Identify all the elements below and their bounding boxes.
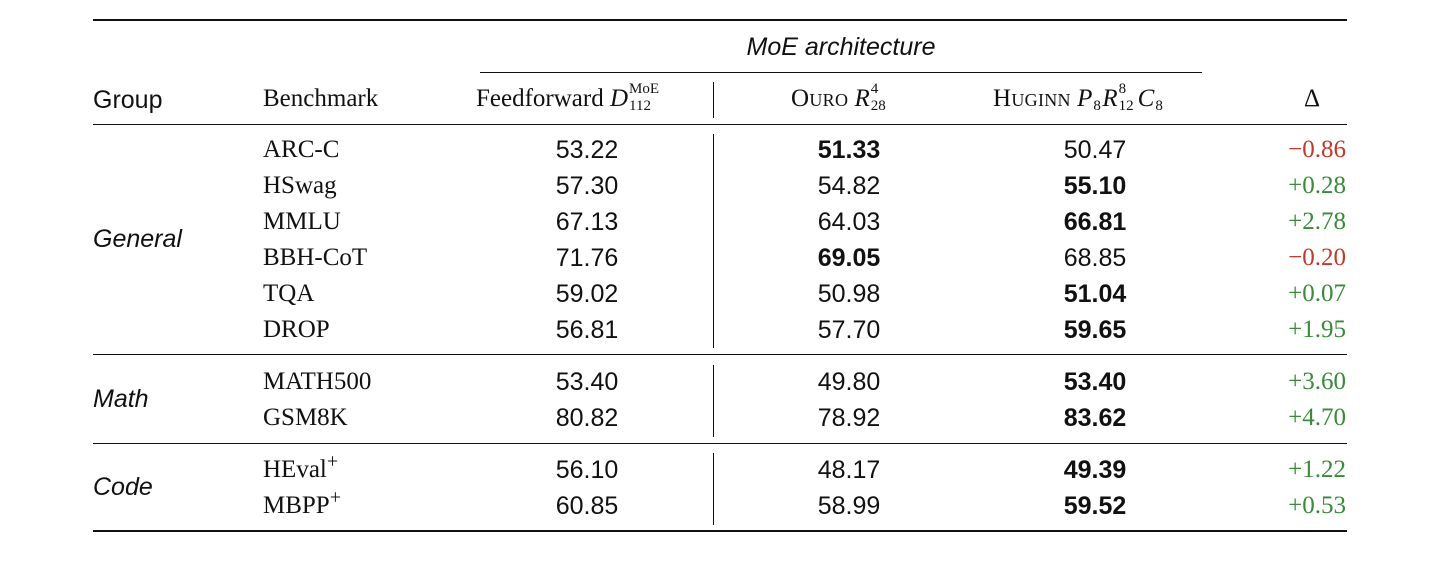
feedforward-sub: 112 [629,98,651,115]
delta-value: +4.70 [1288,404,1346,431]
ouro-symbol: R [854,85,870,112]
benchmark-name: MMLU [263,208,341,235]
feedforward-value: 53.40 [555,368,619,396]
benchmark-name: MATH500 [263,368,372,395]
huginn-r-sub: 12 [1118,98,1134,115]
benchmark-name: GSM8K [263,404,348,431]
delta-value: +0.28 [1288,172,1346,199]
delta-value: +3.60 [1288,368,1346,395]
delta-value: +0.53 [1288,492,1346,519]
code-vertical-separator [713,453,715,525]
benchmark-name: MBPP [263,492,330,519]
benchmark-name: ARC-C [263,136,340,163]
ouro-sup: 4 [870,81,879,98]
huginn-value: 66.81 [1063,208,1127,236]
delta-value: +1.95 [1288,316,1346,343]
huginn-r-symbol: R [1102,85,1118,112]
benchmark-cell: MMLU [263,207,341,237]
feedforward-value: 56.81 [555,316,619,344]
huginn-value: 50.47 [1063,136,1127,164]
benchmark-name: BBH-CoT [263,244,368,271]
benchmark-sup: + [326,450,339,473]
math-vertical-separator [713,365,715,437]
huginn-value: 55.10 [1063,172,1127,200]
benchmark-cell: HEval+ [263,452,338,485]
ouro-value: 57.70 [817,316,881,344]
delta-value: +1.22 [1288,456,1346,483]
section-rule-math-code [93,443,1347,445]
delta-value: −0.86 [1288,136,1346,163]
benchmark-name: HEval [263,456,327,483]
feedforward-value: 53.22 [555,136,619,164]
header-vertical-separator [713,82,715,118]
group-header: Group [93,86,163,114]
huginn-p-symbol: P [1077,85,1093,112]
feedforward-value: 56.10 [555,456,619,484]
benchmark-header: Benchmark [263,85,379,112]
benchmark-cell: BBH-CoT [263,243,367,273]
benchmark-cell: MATH500 [263,367,371,397]
ouro-value: 48.17 [817,456,881,484]
feedforward-header: Feedforward D MoE 112 [476,81,674,115]
huginn-value: 59.65 [1063,316,1127,344]
huginn-value: 59.52 [1063,492,1127,520]
huginn-c-sub: 8 [1155,98,1163,115]
feedforward-value: 71.76 [555,244,619,272]
group-label-general: General [93,225,182,253]
feedforward-sup: MoE [629,81,660,98]
delta-header: Δ [1303,85,1321,112]
feedforward-name: Feedforward [476,85,604,112]
ouro-value: 49.80 [817,368,881,396]
benchmark-cell: DROP [263,315,330,345]
ouro-header: Ouro R 4 28 [791,81,892,115]
section-rule-general-math [93,354,1347,356]
ouro-name: Ouro [791,85,849,112]
benchmark-sup: + [329,486,341,509]
feedforward-value: 60.85 [555,492,619,520]
ouro-value: 78.92 [817,404,881,432]
ouro-sub: 28 [870,98,886,115]
feedforward-value: 67.13 [555,208,619,236]
huginn-value: 51.04 [1063,280,1127,308]
ouro-value: 58.99 [817,492,881,520]
huginn-r-sup: 8 [1118,81,1127,98]
benchmark-cell: GSM8K [263,403,348,433]
huginn-p-sub: 8 [1093,98,1101,115]
delta-value: +0.07 [1288,280,1346,307]
benchmark-cell: TQA [263,279,314,309]
spanner-rule [480,72,1202,74]
huginn-value: 68.85 [1063,244,1127,272]
benchmark-cell: MBPP+ [263,488,341,521]
general-vertical-separator [713,134,715,348]
benchmark-cell: ARC-C [263,135,339,165]
bottom-rule [93,530,1347,533]
huginn-value: 83.62 [1063,404,1127,432]
header-rule [93,124,1347,126]
group-label-code: Code [93,473,153,501]
ouro-value: 50.98 [817,280,881,308]
feedforward-value: 57.30 [555,172,619,200]
group-label-math: Math [93,385,149,413]
delta-value: +2.78 [1288,208,1346,235]
delta-value: −0.20 [1288,244,1346,271]
huginn-c-symbol: C [1137,85,1155,112]
feedforward-value: 80.82 [555,404,619,432]
spanner-header: MoE architecture [746,33,936,61]
ouro-value: 54.82 [817,172,881,200]
huginn-name: Huginn [993,85,1071,112]
ouro-value: 51.33 [817,136,881,164]
benchmark-cell: HSwag [263,171,337,201]
ouro-value: 69.05 [817,244,881,272]
benchmark-name: DROP [263,316,330,343]
feedforward-value: 59.02 [555,280,619,308]
huginn-header: Huginn P 8 R 8 12 C 8 [993,81,1164,115]
huginn-value: 53.40 [1063,368,1127,396]
huginn-value: 49.39 [1063,456,1127,484]
feedforward-symbol: D [609,85,629,112]
benchmark-name: TQA [263,280,315,307]
top-rule [93,19,1347,22]
benchmark-name: HSwag [263,172,337,199]
ouro-value: 64.03 [817,208,881,236]
